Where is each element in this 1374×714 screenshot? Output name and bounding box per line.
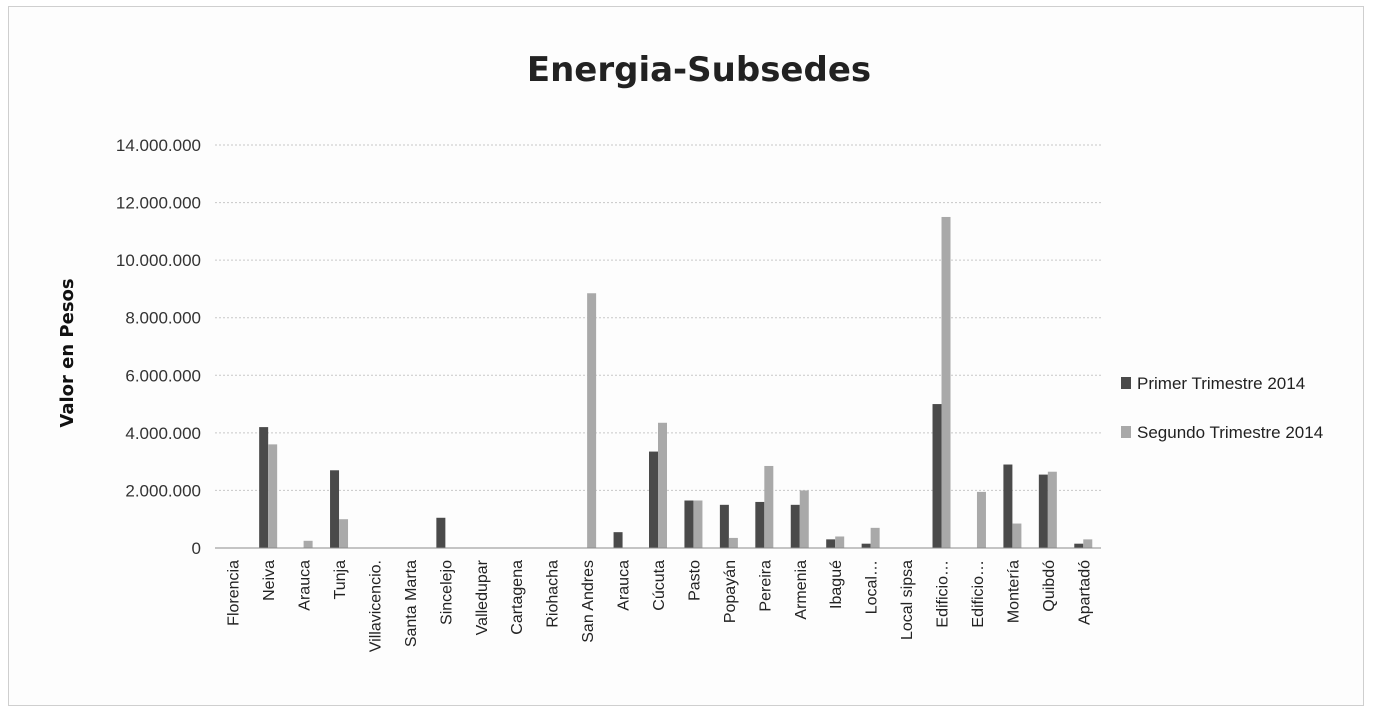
bar-series-2-18 — [870, 527, 880, 548]
x-tick-label: Cúcuta — [651, 560, 668, 611]
x-tick-label: Arauca — [616, 560, 633, 611]
x-tick-label: Montería — [1005, 560, 1022, 623]
x-tick-label: Apartadó — [1076, 560, 1093, 625]
bar-series-1-24 — [1074, 543, 1084, 548]
x-tick-label: Valledupar — [474, 559, 491, 635]
legend-label-series-1: Primer Trimestre 2014 — [1137, 374, 1305, 393]
bar-series-1-6 — [436, 517, 446, 548]
bar-series-2-24 — [1083, 539, 1093, 548]
bar-series-2-23 — [1047, 471, 1057, 548]
bar-series-1-15 — [755, 501, 765, 548]
y-axis-label: Valor en Pesos — [57, 278, 78, 427]
bar-series-1-16 — [790, 504, 800, 548]
bar-series-2-17 — [835, 536, 845, 548]
bar-series-1-20 — [932, 404, 942, 548]
x-tick-label: Popayán — [722, 560, 739, 623]
y-tick-label: 2.000.000 — [125, 481, 201, 500]
bar-series-2-21 — [976, 491, 986, 548]
bar-series-1-13 — [684, 500, 694, 548]
bar-chart: Energia-Subsedes Valor en Pesos 0 2.000.0… — [57, 50, 1323, 652]
legend-swatch-series-1 — [1121, 377, 1131, 389]
x-tick-label: Armenia — [793, 560, 810, 620]
bar-series-2-22 — [1012, 523, 1022, 548]
bar-series-1-18 — [861, 543, 871, 548]
bar-series-2-20 — [941, 216, 951, 548]
y-tick-label: 14.000.000 — [116, 136, 201, 155]
y-tick-label: 4.000.000 — [125, 424, 201, 443]
bar-series-2-3 — [339, 519, 349, 548]
x-tick-label: Local… — [864, 560, 881, 614]
y-tick-label: 10.000.000 — [116, 251, 201, 270]
x-tick-label: Pasto — [686, 560, 703, 601]
x-tick-label: Santa Marta — [403, 560, 420, 647]
bar-series-2-2 — [303, 540, 313, 548]
x-axis-ticks: Florencia Neiva Arauca Tunja Villavicencio. S… — [226, 559, 1094, 652]
bar-series-2-10 — [587, 293, 597, 548]
bar-series-1-11 — [613, 532, 623, 548]
chart-frame: Energia-Subsedes Valor en Pesos 0 2.000.0… — [8, 6, 1364, 706]
x-tick-label: Arauca — [297, 560, 314, 611]
x-tick-label: Edificio… — [935, 560, 952, 628]
bar-series-2-12 — [658, 422, 667, 548]
bar-series-2-16 — [799, 490, 809, 548]
y-axis-ticks: 0 2.000.000 4.000.000 6.000.000 8.000.000 10.… — [116, 136, 201, 558]
x-tick-label: Pereira — [757, 560, 774, 612]
bars — [259, 216, 1093, 548]
x-tick-label: Edificio… — [970, 560, 987, 628]
bar-series-2-13 — [693, 500, 703, 548]
y-tick-label: 6.000.000 — [125, 366, 201, 385]
x-tick-label: Florencia — [226, 560, 243, 626]
chart-title: Energia-Subsedes — [527, 50, 871, 90]
x-tick-label: Quibdó — [1041, 560, 1058, 612]
bar-series-1-23 — [1038, 474, 1048, 548]
y-tick-label: 12.000.000 — [116, 194, 201, 213]
bar-series-2-1 — [268, 444, 278, 548]
y-tick-label: 0 — [192, 539, 201, 558]
x-tick-label: Ibagué — [828, 560, 845, 609]
legend-label-series-2: Segundo Trimestre 2014 — [1137, 423, 1323, 442]
x-tick-label: Sincelejo — [438, 560, 455, 625]
y-tick-label: 8.000.000 — [125, 309, 201, 328]
legend: Primer Trimestre 2014 Segundo Trimestre … — [1121, 374, 1323, 442]
bar-series-1-3 — [330, 470, 340, 548]
x-tick-label: Villavicencio. — [367, 560, 384, 652]
x-tick-label: Neiva — [261, 560, 278, 601]
x-tick-label: Riohacha — [545, 560, 562, 628]
x-tick-label: Local sipsa — [899, 560, 916, 640]
bar-series-1-17 — [826, 539, 836, 548]
x-tick-label: Cartagena — [509, 560, 526, 635]
legend-swatch-series-2 — [1121, 426, 1131, 438]
bar-series-1-14 — [719, 504, 729, 548]
bar-series-1-1 — [259, 427, 269, 548]
bar-series-1-12 — [649, 451, 658, 548]
bar-series-2-15 — [764, 465, 774, 548]
x-tick-label: Tunja — [332, 560, 349, 600]
bar-series-1-22 — [1003, 464, 1013, 548]
x-tick-label: San Andres — [580, 560, 597, 643]
bar-series-2-14 — [728, 537, 738, 548]
